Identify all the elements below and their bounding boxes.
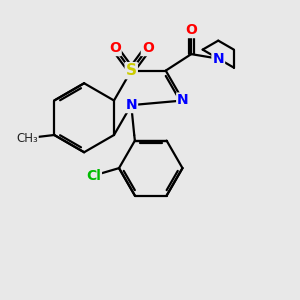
Text: O: O [185,23,197,37]
Text: N: N [177,94,189,107]
Text: CH₃: CH₃ [16,131,38,145]
Text: N: N [212,52,224,66]
Text: S: S [126,63,137,78]
Text: N: N [125,98,137,112]
Text: O: O [109,41,121,55]
Text: Cl: Cl [86,169,101,183]
Text: O: O [142,41,154,55]
